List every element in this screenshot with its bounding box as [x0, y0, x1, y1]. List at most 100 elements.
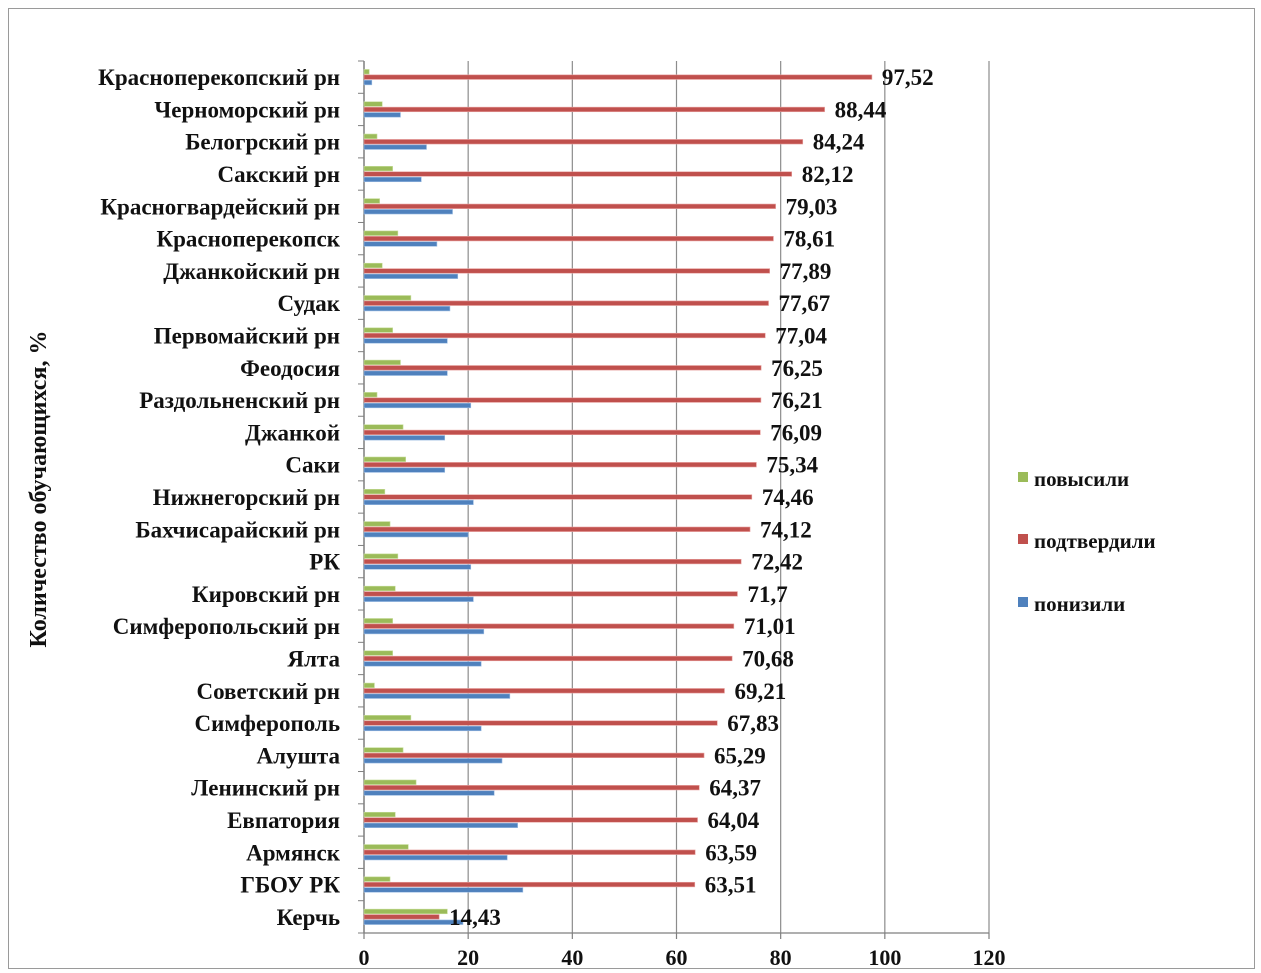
- data-label: 64,04: [708, 808, 760, 833]
- data-label: 71,7: [747, 582, 787, 607]
- category-label: Керчь: [277, 905, 340, 930]
- data-label: 65,29: [714, 743, 766, 768]
- bar-подтвердили: [363, 688, 725, 694]
- data-label: 77,89: [780, 259, 832, 284]
- bar-подтвердили: [363, 591, 738, 597]
- data-label: 79,03: [786, 194, 838, 219]
- data-label: 77,67: [779, 291, 831, 316]
- bar-повысили: [363, 811, 396, 818]
- bar-повысили: [363, 230, 399, 236]
- category-label: Алушта: [256, 743, 340, 768]
- bar-понизили: [363, 532, 469, 538]
- data-label: 63,51: [705, 873, 757, 898]
- bar-понизили: [363, 144, 427, 150]
- data-label: 64,37: [709, 776, 761, 801]
- category-label: РК: [309, 550, 340, 575]
- bar-подтвердили: [363, 106, 825, 113]
- bar-подтвердили: [363, 332, 766, 339]
- bar-повысили: [363, 456, 406, 462]
- data-label: 14,43: [449, 905, 501, 930]
- bar-понизили: [363, 176, 422, 183]
- category-label: Симферополь: [195, 711, 340, 736]
- category-label: Джанкой: [245, 420, 340, 445]
- bar-повысили: [363, 101, 383, 107]
- data-label: 67,83: [727, 711, 779, 736]
- data-label: 76,21: [771, 388, 823, 413]
- bar-понизили: [363, 467, 446, 473]
- category-label: Евпатория: [227, 808, 340, 833]
- x-tick-label: 20: [457, 945, 479, 968]
- data-label: 82,12: [802, 162, 854, 187]
- category-label: Судак: [278, 291, 341, 316]
- bar-понизили: [363, 887, 524, 893]
- bar-подтвердили: [363, 526, 751, 532]
- bar-понизили: [363, 402, 472, 409]
- bar-подтвердили: [363, 365, 762, 371]
- data-label: 84,24: [813, 130, 865, 155]
- bar-понизили: [363, 306, 451, 312]
- bar-понизили: [363, 628, 485, 635]
- category-label: Армянск: [246, 840, 341, 865]
- category-label: Ленинский рн: [191, 776, 340, 801]
- x-tick-label: 120: [973, 945, 1006, 968]
- data-label: 63,59: [705, 840, 757, 865]
- bar-повысили: [363, 553, 399, 559]
- bar-повысили: [363, 262, 383, 269]
- bar-подтвердили: [363, 881, 696, 888]
- x-tick-labels: 0 20 40 60 80 100 120: [359, 945, 1006, 970]
- bar-понизили: [363, 596, 474, 602]
- category-label: Феодосия: [240, 356, 340, 381]
- category-label: Красноперекопский рн: [98, 65, 340, 90]
- bar-понизили: [363, 338, 448, 344]
- data-label: 97,52: [882, 65, 934, 90]
- category-label: Бахчисарайский рн: [135, 517, 340, 542]
- bar-повысили: [363, 908, 448, 915]
- x-tick-label: 100: [868, 945, 901, 968]
- bar-понизили: [363, 919, 464, 925]
- bar-подтвердили: [363, 720, 718, 726]
- data-label: 70,68: [742, 646, 794, 671]
- bar-понизили: [363, 564, 472, 570]
- bar-повысили: [363, 779, 417, 785]
- bar-повысили: [363, 585, 396, 592]
- category-label: Белогрский рн: [185, 130, 340, 155]
- category-label: Кировский рн: [192, 582, 340, 607]
- bar-повысили: [363, 521, 391, 527]
- data-label: 72,42: [751, 550, 803, 575]
- data-label: 75,34: [766, 453, 818, 478]
- category-label: Симферопольский рн: [113, 614, 340, 639]
- bars: [363, 69, 873, 925]
- category-label: Саки: [285, 453, 340, 478]
- legend-swatch: [1018, 472, 1028, 482]
- data-label: 74,12: [760, 517, 812, 542]
- bar-понизили: [363, 112, 401, 118]
- bar-подтвердили: [363, 558, 742, 565]
- bar-повысили: [363, 488, 386, 495]
- bar-повысили: [363, 359, 401, 366]
- bar-повысили: [363, 133, 378, 139]
- data-label: 69,21: [734, 679, 786, 704]
- bar-повысили: [363, 424, 404, 430]
- legend-label: повысили: [1034, 467, 1129, 491]
- bar-подтвердили: [363, 139, 804, 145]
- bar-подтвердили: [363, 655, 733, 662]
- data-label: 74,46: [762, 485, 814, 510]
- bar-chart: Красноперекопский рн Черноморский рн Белог…: [26, 60, 1156, 970]
- bar-подтвердили: [363, 462, 757, 468]
- bar-повысили: [363, 876, 391, 882]
- data-label: 76,09: [770, 420, 822, 445]
- bar-понизили: [363, 241, 438, 247]
- bar-повысили: [363, 844, 409, 850]
- bar-понизили: [363, 661, 482, 667]
- bar-повысили: [363, 715, 412, 721]
- bar-повысили: [363, 198, 380, 204]
- y-axis-title: Количество обучающихся, %: [26, 331, 52, 648]
- legend-swatch: [1018, 597, 1028, 607]
- bar-подтвердили: [363, 74, 873, 80]
- bar-подтвердили: [363, 397, 762, 403]
- bar-подтвердили: [363, 849, 696, 855]
- category-label: Джанкойский рн: [163, 259, 340, 284]
- x-tick-label: 80: [770, 945, 792, 968]
- bar-повысили: [363, 682, 375, 688]
- bar-подтвердили: [363, 914, 440, 920]
